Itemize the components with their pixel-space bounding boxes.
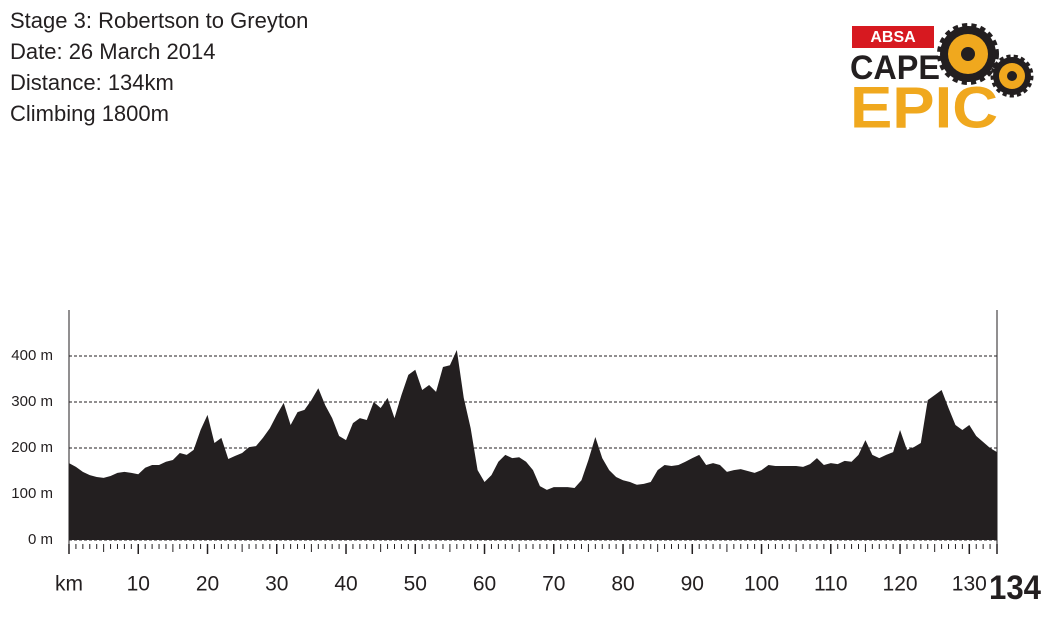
gear [961,47,975,61]
y-tick-label: 200 m [11,439,53,456]
x-tick-label: 20 [196,573,219,596]
elevation-area [69,350,997,540]
y-tick-label: 400 m [11,347,53,364]
x-tick-label: 70 [542,573,565,596]
logo-top: CAPE [850,49,940,87]
x-tick-label: 120 [883,573,918,596]
x-tick-label: 60 [473,573,496,596]
header-line: Stage 3: Robertson to Greyton [10,8,308,33]
x-tick-label: 40 [334,573,357,596]
gear [1007,71,1017,81]
x-tick-label: 110 [814,573,847,596]
logo-bank: ABSA [870,29,916,46]
y-tick-label: 0 m [28,531,53,548]
header-line: Date: 26 March 2014 [10,39,215,64]
logo-bottom: EPIC [850,75,998,140]
x-tick-label: 100 [744,573,779,596]
x-tick-label: 80 [611,573,634,596]
x-tick-label: 30 [265,573,288,596]
x-tick-label: 90 [681,573,704,596]
y-tick-label: 300 m [11,393,53,410]
logo-bank-box [852,26,934,48]
x-tick-label-end: 134 [989,569,1041,607]
logo: ABSA CAPE EPIC [850,23,1034,140]
x-tick-label: km [55,573,83,596]
header-line: Distance: 134km [10,70,174,95]
x-tick-label: 50 [404,573,427,596]
x-tick-label: 130 [952,573,987,596]
header-line: Climbing 1800m [10,101,169,126]
y-tick-label: 100 m [11,485,53,502]
x-tick-label: 10 [127,573,150,596]
